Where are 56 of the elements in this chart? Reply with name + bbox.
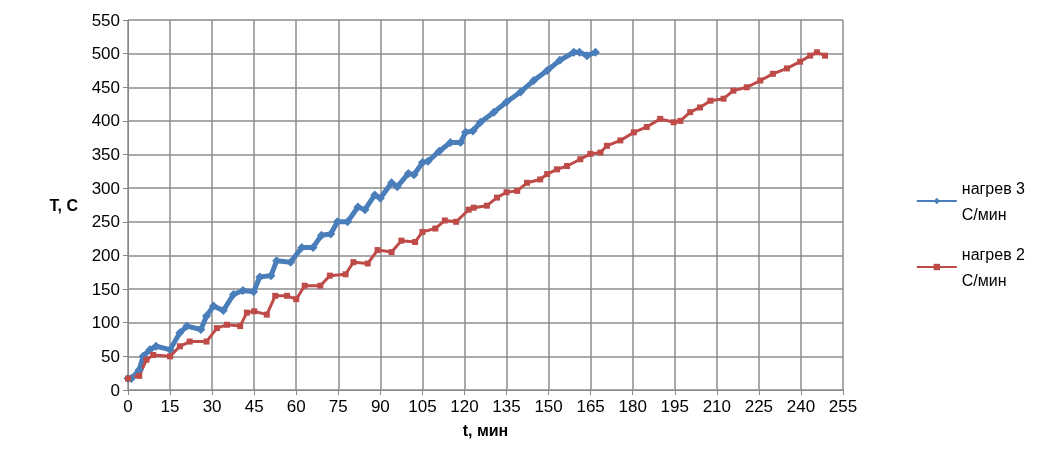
point <box>489 107 499 117</box>
point <box>353 202 363 212</box>
y-tick-label: 500 <box>91 44 120 64</box>
point <box>392 182 402 192</box>
y-tick-label: 350 <box>91 145 120 165</box>
point <box>360 205 370 215</box>
point <box>542 65 552 75</box>
x-tick-label: 165 <box>576 397 605 416</box>
y-tick-label: 100 <box>91 313 120 333</box>
y-tick-label: 450 <box>91 77 120 97</box>
x-tick-label: 105 <box>408 397 437 416</box>
x-tick-label: 0 <box>123 397 133 416</box>
point <box>209 301 219 311</box>
legend-label: нагрев 2 С/мин <box>961 245 1026 289</box>
point <box>145 345 155 355</box>
legend-label: нагрев 3 С/мин <box>961 179 1026 223</box>
y-tick-label: 0 <box>110 380 120 400</box>
y-tick-label: 250 <box>91 212 120 232</box>
x-tick-label: 45 <box>244 397 264 416</box>
y-tick-label: 150 <box>91 279 120 299</box>
x-tick-label: 240 <box>786 397 816 416</box>
point <box>228 289 238 299</box>
point <box>502 97 512 107</box>
point <box>218 306 228 316</box>
point <box>434 146 444 156</box>
x-tick-label: 30 <box>202 397 222 416</box>
y-tick-label: 300 <box>91 178 120 198</box>
x-tick-label: 255 <box>828 397 858 416</box>
x-tick-label: 135 <box>492 397 521 416</box>
x-axis-title: t, мин <box>462 421 509 439</box>
point <box>370 190 380 200</box>
x-tick-label: 150 <box>534 397 563 416</box>
point <box>555 55 565 65</box>
y-tick-label: 400 <box>91 111 120 131</box>
y-axis-title: T, C <box>49 196 79 214</box>
point <box>475 117 485 127</box>
point <box>375 193 385 203</box>
x-tick-label: 195 <box>660 397 689 416</box>
point <box>387 178 397 188</box>
x-tick-label: 15 <box>160 397 180 416</box>
x-tick-label: 210 <box>702 397 732 416</box>
point <box>516 87 526 97</box>
point <box>202 311 212 321</box>
x-tick-label: 60 <box>286 397 306 416</box>
y-tick-label: 50 <box>101 346 120 366</box>
x-tick-label: 75 <box>328 397 348 416</box>
point <box>582 51 592 61</box>
x-tick-label: 180 <box>618 397 647 416</box>
x-tick-label: 90 <box>370 397 390 416</box>
point <box>175 328 185 338</box>
x-tick-label: 120 <box>450 397 479 416</box>
y-tick-label: 200 <box>91 245 120 265</box>
point <box>182 321 192 331</box>
y-tick-label: 550 <box>91 10 120 30</box>
point <box>529 76 539 86</box>
x-tick-label: 225 <box>744 397 774 416</box>
